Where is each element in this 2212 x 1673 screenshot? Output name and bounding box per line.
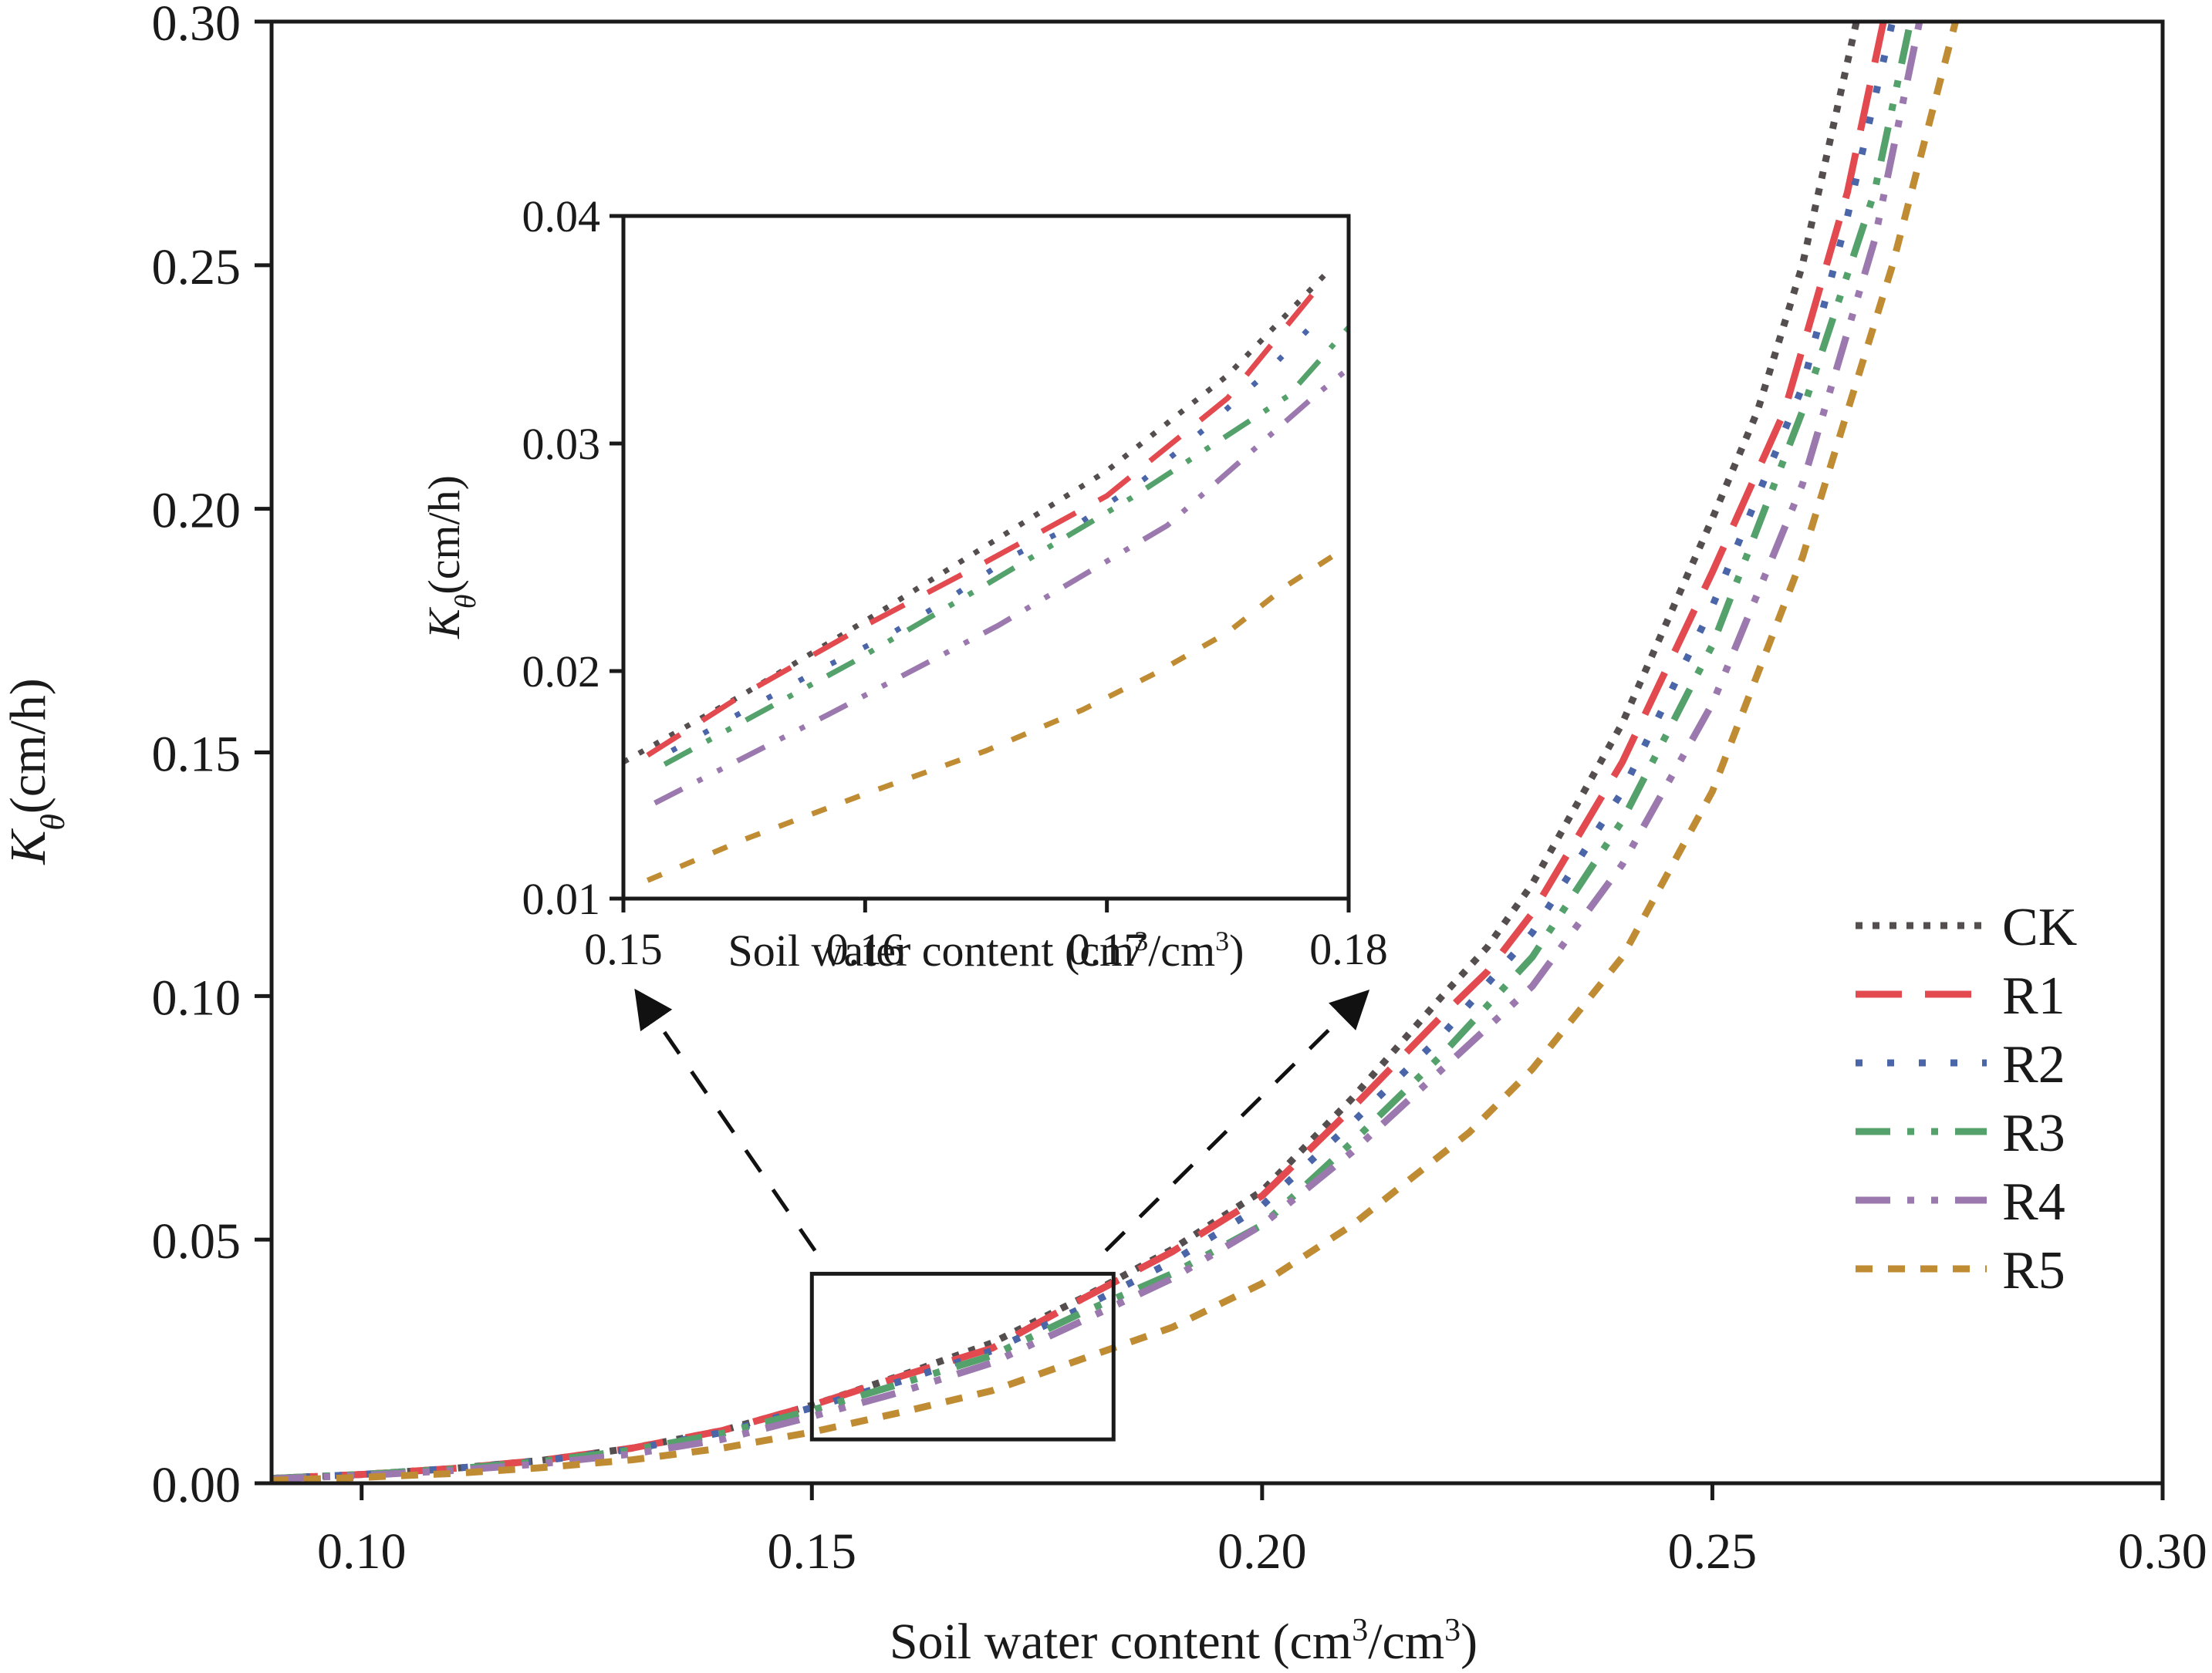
legend-item-r1: R1 [1856, 966, 2065, 1026]
inset-series-line-r1 [646, 278, 1327, 758]
y-tick-label: 0.20 [152, 483, 241, 539]
x-axis-label: Soil water content (cm3/cm3) [890, 1613, 1477, 1670]
y-tick-label: 0.30 [152, 0, 241, 52]
inset-y-tick-label: 0.04 [522, 191, 601, 241]
inset-y-tick-label: 0.02 [522, 646, 601, 697]
x-tick-label: 0.30 [2118, 1523, 2207, 1580]
inset-series-group [623, 273, 1349, 883]
legend-label: R4 [2002, 1172, 2065, 1232]
inset-y-ticks: 0.01 0.02 0.03 0.04 [522, 191, 623, 924]
inset-y-axis-label: Kθ(cm/h) [419, 475, 482, 639]
legend-item-r2: R2 [1856, 1035, 2065, 1095]
y-tick-label: 0.15 [152, 727, 241, 783]
y-tick-label: 0.00 [152, 1457, 241, 1513]
x-tick-label: 0.20 [1217, 1523, 1307, 1580]
inset-x-tick-label: 0.15 [584, 924, 663, 974]
x-tick-label: 0.10 [317, 1523, 407, 1580]
legend-label: R1 [2002, 966, 2065, 1026]
x-tick-label: 0.15 [768, 1523, 857, 1580]
y-tick-label: 0.10 [152, 970, 241, 1026]
zoom-arrow-right [1104, 989, 1370, 1253]
inset-plot: 0.15 0.16 0.17 0.18 0.01 0.02 0.03 0.04 Soil w… [419, 191, 1388, 976]
legend-label: R3 [2002, 1104, 2065, 1163]
inset-x-tick-label: 0.16 [826, 924, 905, 974]
main-series-group [272, 22, 1959, 1483]
zoom-arrow-left [634, 988, 817, 1252]
legend-item-r5: R5 [1856, 1241, 2065, 1300]
legend: CK R1 R2 R3 R4 R5 [1856, 898, 2077, 1300]
x-tick-label: 0.25 [1668, 1523, 1758, 1580]
y-axis-label: Kθ(cm/h) [0, 678, 72, 865]
inset-x-axis-label: Soil water content (cm3/cm3) [728, 926, 1244, 976]
legend-label: R5 [2002, 1241, 2065, 1300]
inset-y-tick-label: 0.01 [522, 874, 601, 924]
zoom-box [809, 1271, 1116, 1442]
y-tick-label: 0.25 [152, 239, 241, 295]
legend-label: R2 [2002, 1035, 2065, 1095]
main-y-ticks: 0.00 0.05 0.10 0.15 0.20 0.25 0.30 [152, 0, 272, 1513]
inset-x-ticks: 0.15 0.16 0.17 0.18 [584, 899, 1388, 974]
inset-plot-frame [621, 214, 1351, 901]
series-line-r2 [272, 22, 1896, 1482]
y-tick-label: 0.05 [152, 1213, 241, 1270]
series-line-r4 [272, 22, 1923, 1482]
inset-series-line-r4 [653, 366, 1349, 806]
main-plot: 0.10 0.15 0.20 0.25 0.30 0.00 0.05 0.10 0.15 0.2… [152, 0, 2207, 1580]
main-x-ticks: 0.10 0.15 0.20 0.25 0.30 [317, 1483, 2207, 1580]
series-line-r5 [272, 22, 1959, 1483]
legend-label: CK [2002, 898, 2077, 957]
inset-x-tick-label: 0.18 [1309, 924, 1388, 974]
inset-x-tick-label: 0.17 [1068, 924, 1147, 974]
inset-y-tick-label: 0.03 [522, 419, 601, 469]
legend-item-r4: R4 [1856, 1172, 2065, 1232]
inset-background [623, 216, 1349, 899]
inset-series-line-r5 [646, 543, 1349, 883]
legend-item-ck: CK [1856, 898, 2077, 957]
legend-item-r3: R3 [1856, 1104, 2065, 1163]
